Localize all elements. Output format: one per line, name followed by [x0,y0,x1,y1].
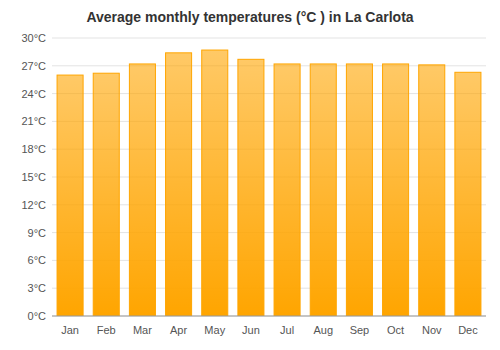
x-tick-label: Dec [458,324,478,336]
chart-container: Average monthly temperatures (°C ) in La… [0,0,500,350]
bar [238,59,264,316]
x-tick-label: Apr [170,324,187,336]
y-tick-label: 27°C [21,60,46,72]
title: Average monthly temperatures (°C ) in La… [86,9,413,25]
chart: Average monthly temperatures (°C ) in La… [0,0,500,350]
x-tick-label: Aug [313,324,333,336]
bar [274,64,300,316]
y-tick-label: 6°C [28,254,47,266]
x-axis-line [52,316,486,317]
bar [129,64,155,316]
y-tick-label: 12°C [21,199,46,211]
bar [419,65,445,316]
grid [52,38,486,316]
y-tick-label: 3°C [28,282,47,294]
bar [455,72,481,316]
x-tick-label: May [204,324,225,336]
y-tick-label: 15°C [21,171,46,183]
bar [310,64,336,316]
x-tick-label: Oct [387,324,404,336]
x-tick-label: Mar [133,324,152,336]
bar [166,53,192,316]
x-tick-label: Sep [350,324,370,336]
y-tick-label: 24°C [21,88,46,100]
grid-line [52,316,486,317]
y-tick-label: 21°C [21,115,46,127]
x-tick-label: Nov [422,324,442,336]
bar [202,50,228,316]
page: {"chart_data": {"type": "bar", "title": … [0,0,500,350]
bar [57,75,83,316]
x-tick-label: Jun [242,324,260,336]
x-axis: Jan Feb Mar Apr May Jun Jul Aug Sep Oct Nov Dec [52,316,486,336]
y-axis: 0°C 3°C 6°C 9°C 12°C 15°C 18°C 21°C 24°C 27°C 30°C [21,32,46,322]
x-tick-label: Feb [97,324,116,336]
y-tick-label: 18°C [21,143,46,155]
x-tick-label: Jan [61,324,79,336]
y-tick-label: 9°C [28,227,47,239]
grid-line [52,38,486,39]
x-tick-label: Jul [280,324,294,336]
bar [93,73,119,316]
bar [346,64,372,316]
bar [383,64,409,316]
y-tick-label: 0°C [28,310,47,322]
y-tick-label: 30°C [21,32,46,44]
bars [57,50,481,316]
